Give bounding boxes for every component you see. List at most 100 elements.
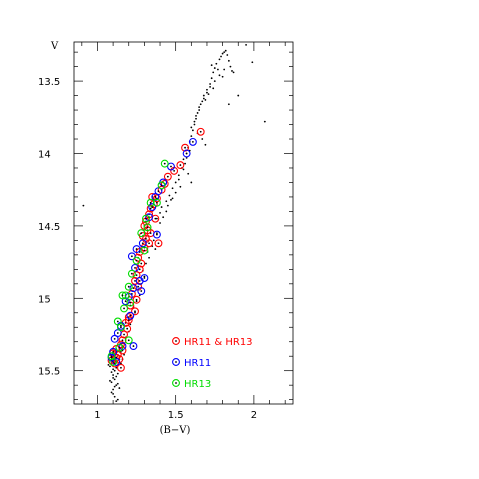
star-point [156,217,158,220]
star-point [218,58,221,61]
star-point [187,172,190,175]
star-point [218,74,221,77]
axis-ticks: 1 1.5 2 13.5 14 14.5 15 15.5 [38,42,293,421]
spectroscopic-star-0 [146,204,155,213]
spectroscopic-star-1 [109,347,118,356]
star-point [215,62,218,65]
spectroscopic-star-2 [126,298,135,307]
star-point [198,109,201,111]
spectroscopic-star-2 [157,181,166,190]
star-point [109,365,111,368]
spectroscopic-star-0 [131,307,139,316]
star-point [237,94,240,97]
star-point [213,67,216,69]
star-point [135,300,138,303]
star-point [123,353,125,356]
star-point [112,392,115,395]
spectroscopic-star-1 [127,252,136,261]
spectroscopic-star-0 [196,127,205,136]
spectroscopic-star-2 [140,246,149,255]
star-point [204,143,207,146]
star-point [159,222,161,224]
star-point [196,112,199,114]
star-point [115,375,118,378]
spectroscopic-star-2 [115,343,124,352]
x-tick-label: 1.5 [168,410,184,421]
star-point [166,204,169,207]
y-tick-label: 13.5 [38,77,60,88]
star-point [202,97,205,100]
star-point [201,138,204,140]
legend-marker [172,358,180,366]
y-tick-label: 15.5 [38,367,60,378]
star-point [223,68,226,71]
star-point [231,70,233,72]
star-point [182,168,185,171]
star-point [177,174,180,177]
spectroscopic-star-0 [163,172,172,181]
star-point [190,135,193,138]
star-point [263,120,266,123]
star-point [221,75,224,78]
star-point [184,162,186,165]
spectroscopic-star-2 [127,269,136,278]
star-point [201,100,204,103]
legend-marker [172,337,180,345]
spectroscopic-star-2 [116,323,125,332]
legend-entry-0: HR11 & HR13 [172,337,253,348]
star-point [112,374,115,376]
spectroscopic-star-1 [135,276,144,285]
spectroscopic-star-0 [181,143,190,152]
plot-frame [73,41,294,405]
star-point [160,206,163,208]
star-point [210,64,213,67]
star-point [165,210,168,213]
spectroscopic-star-2 [120,304,129,313]
star-point [154,248,157,250]
star-point [177,178,180,181]
star-point [113,395,116,398]
star-point [227,59,230,62]
star-point [112,368,115,371]
star-point [195,114,197,117]
spectroscopic-star-1 [132,245,141,254]
star-point [113,369,116,372]
star-point [107,364,110,366]
star-point [212,71,215,74]
spectroscopic-star-1 [129,342,138,351]
x-tick-label: 2 [251,410,257,421]
spectroscopic-star-1 [148,203,157,212]
legend-label: HR13 [184,379,211,390]
spectroscopic-star-0 [124,316,133,324]
star-point [138,294,141,297]
spectroscopic-star-2 [143,223,152,232]
star-point [148,256,150,259]
star-point [199,103,202,106]
star-point [206,91,208,94]
star-point [115,400,118,403]
star-point [220,55,222,58]
spectroscopic-star-2 [107,352,116,361]
star-point [195,117,197,120]
star-point [113,378,116,381]
spectroscopic-star-1 [129,284,138,293]
star-point [171,187,174,190]
star-point [143,275,146,278]
star-point [209,83,211,85]
legend-label: HR11 & HR13 [184,337,253,348]
spectroscopic-star-2 [118,291,127,300]
spectroscopic-star-2 [124,336,133,345]
star-point [115,384,118,387]
star-point [182,158,185,161]
spectroscopic-star-1 [110,334,119,343]
star-point [168,194,171,197]
star-point [227,103,230,106]
star-point [112,377,115,379]
spectroscopic-star-1 [167,162,175,171]
star-point [229,65,232,68]
legend-entry-2: HR13 [172,379,211,390]
star-point [245,43,247,46]
star-point [210,77,213,80]
star-point [190,126,193,129]
spectroscopic-star-2 [109,358,118,366]
